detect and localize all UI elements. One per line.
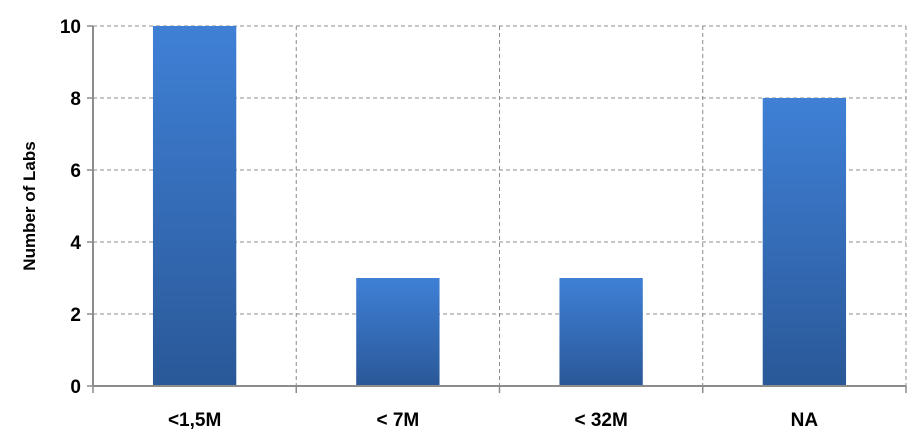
x-tick-label: < 7M — [376, 410, 419, 431]
bars — [152, 26, 847, 386]
bar-4 — [762, 98, 847, 386]
y-tick-label: 0 — [70, 377, 81, 398]
bar-2 — [356, 278, 440, 386]
axes — [87, 25, 907, 393]
y-tick-label: 6 — [70, 161, 81, 182]
x-tick-label: <1,5M — [168, 410, 221, 431]
bar-3 — [559, 278, 643, 386]
y-tick-label: 2 — [70, 305, 81, 326]
y-tick-label: 8 — [70, 89, 81, 110]
y-axis-label: Number of Labs — [20, 141, 39, 270]
tick-labels: 0 2 4 6 8 10 <1,5M < 7M < 32M NA — [60, 17, 819, 431]
x-tick-label: NA — [791, 410, 819, 431]
bar-1 — [152, 26, 237, 386]
x-tick-label: < 32M — [574, 410, 627, 431]
y-tick-label: 10 — [60, 17, 81, 38]
y-tick-label: 4 — [70, 233, 81, 254]
